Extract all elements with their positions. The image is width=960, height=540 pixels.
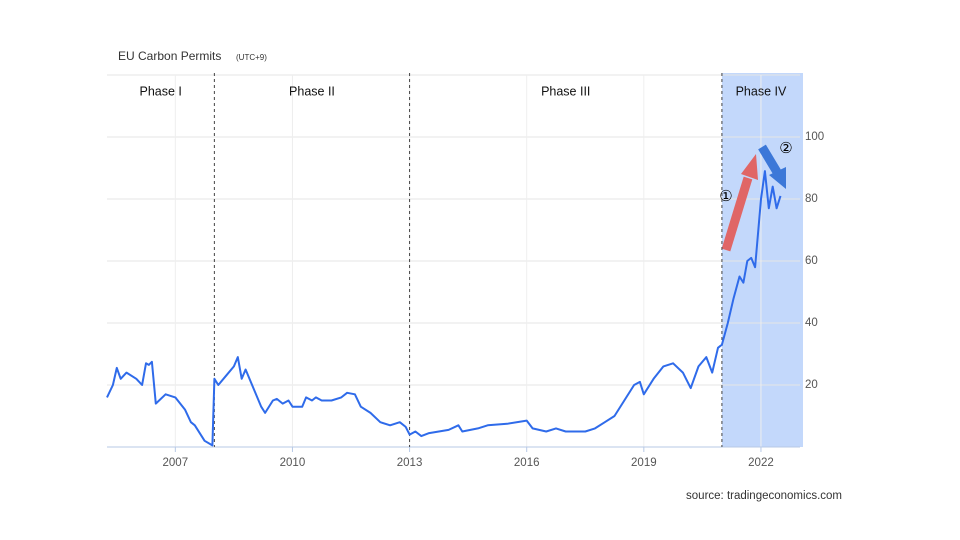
arrow-head (741, 154, 758, 180)
annotation: ② (779, 140, 792, 157)
x-tick-label: 2007 (163, 457, 189, 469)
phase-label: Phase III (541, 84, 590, 98)
y-tick-label: 60 (805, 255, 818, 267)
y-tick-label: 80 (805, 193, 818, 205)
arrow-up (721, 154, 758, 252)
price-line (106, 170, 782, 447)
phase-label: Phase II (289, 84, 335, 98)
x-tick-label: 2013 (397, 457, 423, 469)
arrow-shaft (758, 144, 781, 175)
y-tick-label: 20 (805, 379, 818, 391)
y-tick-label: 100 (805, 131, 824, 143)
arrow-shaft (721, 176, 753, 252)
y-tick-label: 40 (805, 317, 818, 329)
x-tick-label: 2016 (514, 457, 540, 469)
annotation: ① (719, 188, 732, 205)
background-layer (107, 73, 803, 447)
x-tick-label: 2019 (631, 457, 657, 469)
x-tick-label: 2010 (280, 457, 306, 469)
chart-title: EU Carbon Permits (118, 49, 221, 63)
x-tick-label: 2022 (748, 457, 774, 469)
chart-subtitle: (UTC+9) (236, 53, 267, 62)
phase-label: Phase I (139, 84, 181, 98)
arrow-head (769, 167, 786, 189)
phase-label: Phase IV (736, 84, 787, 98)
arrow-down (758, 144, 786, 189)
phase-shade (721, 73, 803, 447)
source: source: tradingeconomics.com (686, 490, 842, 502)
